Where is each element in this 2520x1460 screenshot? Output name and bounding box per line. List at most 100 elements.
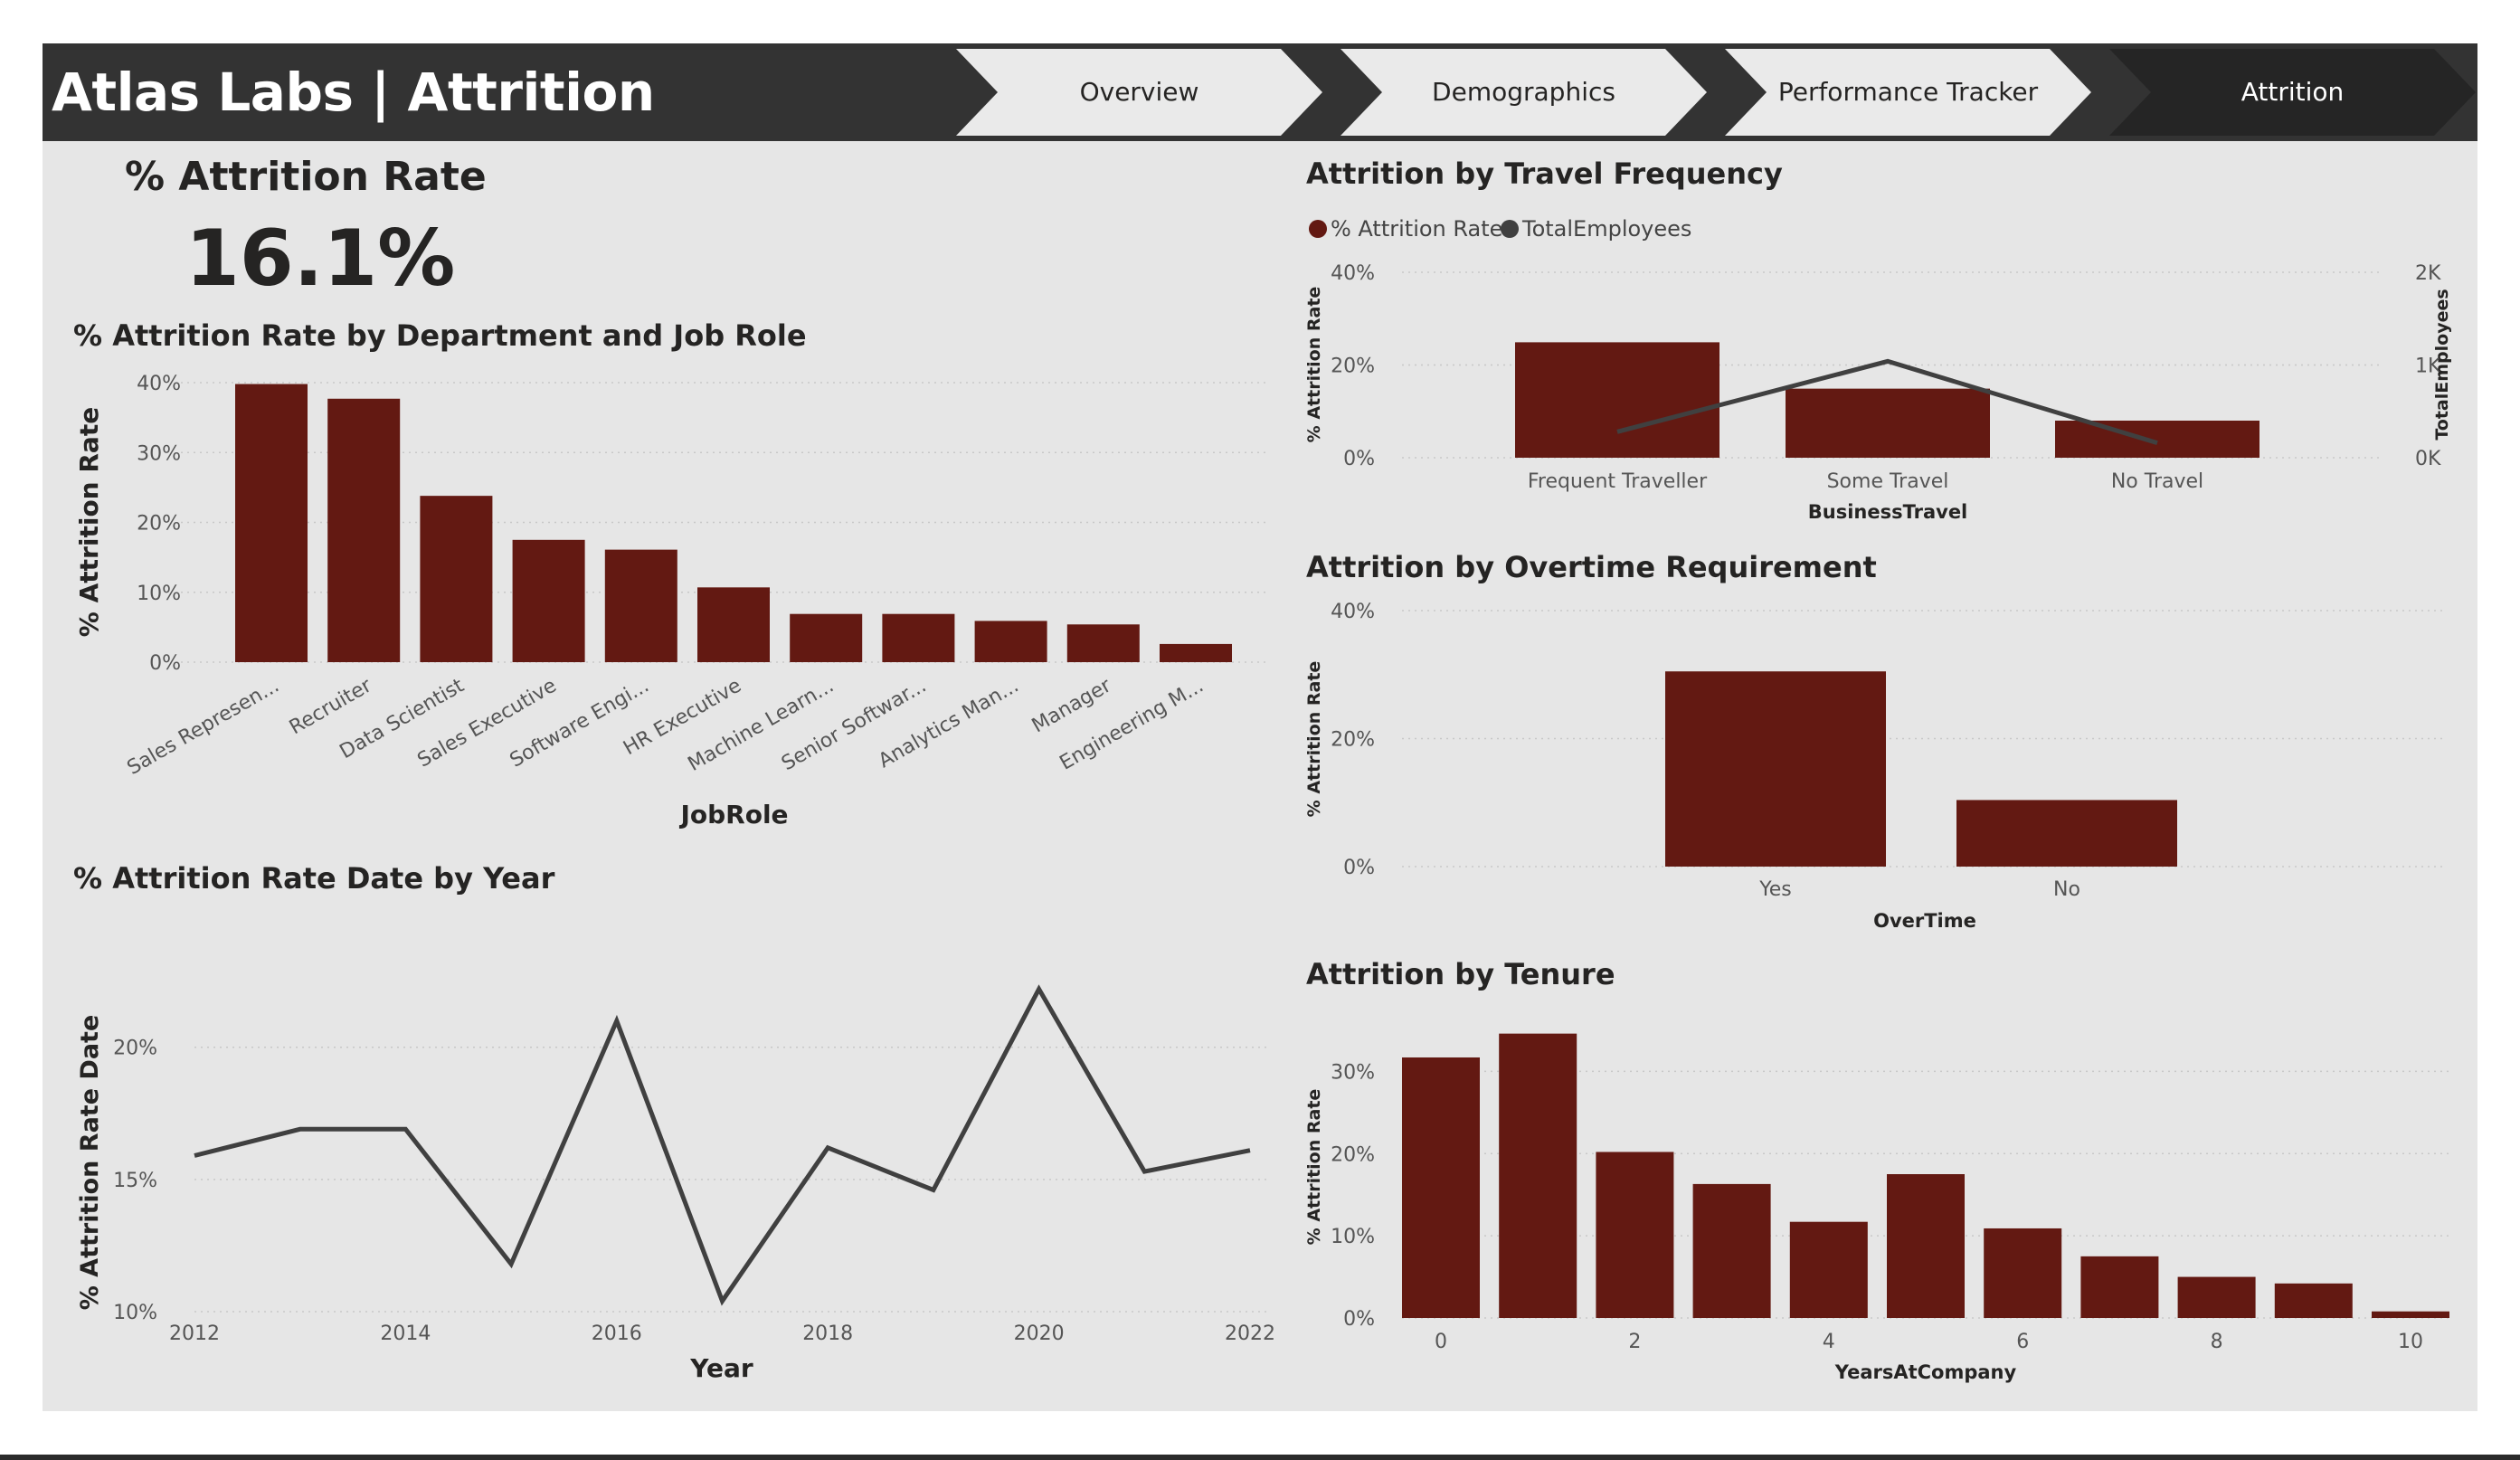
x-axis-title: YearsAtCompany [1834,1361,2017,1383]
x-tick-label: 10 [2398,1331,2423,1353]
legend-marker-total-employees [1501,220,1519,238]
y2-tick-label: 1K [2415,356,2441,378]
series-line [194,984,1251,1306]
y-tick-label: 0% [1343,448,1375,470]
bar [2274,1283,2353,1318]
x-tick-label: 2018 [802,1323,853,1345]
bar [1515,342,1719,458]
x-tick-label: No [2053,878,2080,901]
bar [235,384,308,662]
bar [327,398,401,662]
y-tick-label: 30% [137,442,181,465]
x-axis-title: BusinessTravel [1808,501,1968,523]
legend-label: TotalEmployees [1521,216,1691,242]
chart-overtime[interactable]: 0% 20% 40% Yes No OverTime % Attrition Rate [1293,593,2474,941]
x-axis-title: JobRole [678,800,788,830]
bar [790,613,863,662]
x-tick-label: 2016 [592,1323,642,1345]
x-tick-label: Sales Represen... [123,675,283,780]
y-axis-title: % Attrition Rate [1304,1089,1324,1246]
bar [1066,624,1140,662]
tab-attrition[interactable]: Attrition [2241,77,2345,107]
y-tick-label: 10% [137,583,181,605]
x-tick-label: No Travel [2111,470,2203,493]
y-tick-label: 10% [1331,1226,1375,1248]
tab-performance-tracker[interactable]: Performance Tracker [1777,77,2039,107]
x-tick-label: 2020 [1014,1323,1065,1345]
chart-year[interactable]: 10% 15% 20% 2012 2014 2016 2018 2020 2022 Year % A… [63,941,1275,1393]
tab-overview[interactable]: Overview [1079,77,1199,107]
bar [1596,1152,1674,1318]
y-tick-label: 0% [1343,857,1375,879]
bar [974,621,1047,662]
bar [1665,671,1886,867]
bar [604,549,677,662]
nav-tab-shapes [956,49,2476,136]
bar [420,496,493,662]
x-tick-label: 4 [1823,1331,1835,1353]
chart-title-travel: Attrition by Travel Frequency [1306,156,1783,191]
y-tick-label: 30% [1331,1061,1375,1084]
y-tick-label: 20% [1331,356,1375,378]
y-tick-label: 20% [113,1038,157,1060]
chart-job-role[interactable]: 0%10%20%30%40%Sales Represen... Recruiter… [63,357,1275,837]
x-tick-label: 2022 [1225,1323,1275,1345]
chart-title-overtime: Attrition by Overtime Requirement [1306,550,1877,584]
x-tick-label: 2014 [380,1323,431,1345]
bar [512,539,585,662]
bar [882,613,955,662]
bar [1160,643,1232,662]
chart-travel[interactable]: 0% 20% 40% 0K 1K 2K Frequent Traveller Some Tra… [1293,204,2474,538]
chart-title-job-role: % Attrition Rate by Department and Job R… [73,318,807,353]
bar [2372,1311,2449,1318]
y-tick-label: 20% [1331,1143,1375,1166]
y-tick-label: 20% [1331,729,1375,752]
legend-label: % Attrition Rate [1331,216,1502,242]
kpi-title: % Attrition Rate [125,154,487,200]
tab-demographics[interactable]: Demographics [1432,77,1615,107]
chart-title-year: % Attrition Rate Date by Year [73,861,555,896]
bar [2177,1276,2256,1318]
bar [2080,1256,2159,1318]
x-tick-label: Yes [1758,878,1792,901]
bar [1402,1057,1480,1318]
bar [1692,1183,1771,1318]
y-tick-label: 20% [137,513,181,536]
chart-tenure[interactable]: 0% 10% 20% 30% 0 2 4 6 8 10 YearsAtCompany % Attrit… [1293,1000,2474,1398]
bottom-border [0,1455,2520,1460]
y-axis-title: % Attrition Rate Date [76,1015,104,1311]
bar [1956,800,2177,867]
x-axis-title: OverTime [1873,910,1976,932]
header-bar: Atlas Labs | Attrition Overview Demograph… [43,43,2477,141]
y-tick-label: 0% [1343,1308,1375,1331]
y-tick-label: 15% [113,1170,157,1192]
kpi-value: 16.1% [185,213,456,304]
bar [1499,1033,1577,1318]
y-axis-title: % Attrition Rate [74,407,104,637]
y-tick-label: 40% [137,373,181,395]
y-axis-title: % Attrition Rate [1304,287,1324,443]
legend-marker-attrition-rate [1309,220,1327,238]
x-tick-label: 6 [2016,1331,2029,1353]
bar [1887,1174,1965,1318]
nav-tab-shape [1725,49,2091,136]
series-line-total-employees [1616,358,2158,445]
y2-tick-label: 0K [2415,448,2441,470]
nav-tab-shape [2109,49,2476,136]
y2-axis-title: TotalEmployees [2432,289,2452,440]
y-tick-label: 40% [1331,262,1375,285]
x-tick-label: Frequent Traveller [1528,470,1708,493]
x-tick-label: 2 [1628,1331,1641,1353]
y-tick-label: 10% [113,1302,157,1324]
page-title: Atlas Labs | Attrition [52,62,655,123]
x-axis-title: Year [689,1353,753,1383]
y-tick-label: 40% [1331,601,1375,623]
x-tick-label: 0 [1435,1331,1447,1353]
x-tick-label: Some Travel [1827,470,1949,493]
y-tick-label: 0% [149,652,181,675]
y-axis-title: % Attrition Rate [1304,661,1324,818]
chart-title-tenure: Attrition by Tenure [1306,957,1615,991]
x-tick-label: 8 [2211,1331,2223,1353]
y2-tick-label: 2K [2415,262,2441,285]
nav-tab-shape [956,49,1322,136]
